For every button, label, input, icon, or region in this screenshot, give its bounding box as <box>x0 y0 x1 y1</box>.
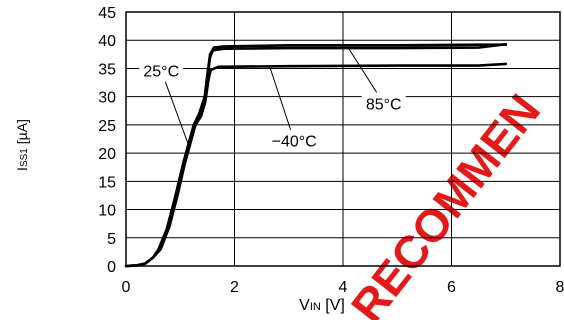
y-axis-title-sub: SS1 <box>19 148 30 167</box>
watermark-text: RECOMMEN <box>341 84 550 320</box>
y-axis-title: ISS1 [µA] <box>14 119 30 171</box>
y-tick-label: 30 <box>98 90 116 107</box>
y-tick-label: 20 <box>98 146 116 163</box>
annotations: 25°C 85°C −40°C <box>139 47 406 152</box>
annotation-label: −40°C <box>272 134 317 151</box>
y-tick-label: 10 <box>98 203 116 220</box>
x-axis-title-sub: IN <box>310 301 321 313</box>
x-tick-label: 6 <box>447 279 456 296</box>
y-tick-label: 45 <box>98 5 116 22</box>
y-axis-title-main: I <box>14 167 30 171</box>
tick-labels: 0 5 10 15 20 25 30 35 40 45 0 2 4 6 8 <box>98 5 564 296</box>
annotation-bg <box>361 92 406 115</box>
x-tick-label: 2 <box>230 279 239 296</box>
y-tick-label: 0 <box>107 259 116 276</box>
annotation-bg <box>139 59 184 82</box>
y-tick-label: 25 <box>98 118 116 135</box>
annotation-label: 25°C <box>143 64 179 81</box>
x-tick-label: 8 <box>556 279 564 296</box>
annotation-label: 85°C <box>366 96 402 113</box>
watermark: RECOMMEN <box>341 84 550 320</box>
annotation-leader <box>160 70 189 145</box>
plot-frame <box>125 11 561 267</box>
y-tick-label: 5 <box>107 231 116 248</box>
x-tick-label: 0 <box>122 279 131 296</box>
x-axis-title-main: V <box>299 297 310 314</box>
y-tick-label: 40 <box>98 33 116 50</box>
annotation-leader <box>269 66 295 141</box>
grid <box>125 11 561 267</box>
y-tick-label: 35 <box>98 61 116 78</box>
series-line <box>124 62 508 268</box>
x-axis-title-unit: [V] <box>321 297 345 314</box>
y-axis-title-unit: [µA] <box>14 119 30 148</box>
y-tick-label: 15 <box>98 174 116 191</box>
series <box>124 42 508 268</box>
annotation-bg <box>267 129 321 152</box>
x-axis-title: VIN [V] <box>299 297 345 314</box>
x-tick-label: 4 <box>339 279 348 296</box>
